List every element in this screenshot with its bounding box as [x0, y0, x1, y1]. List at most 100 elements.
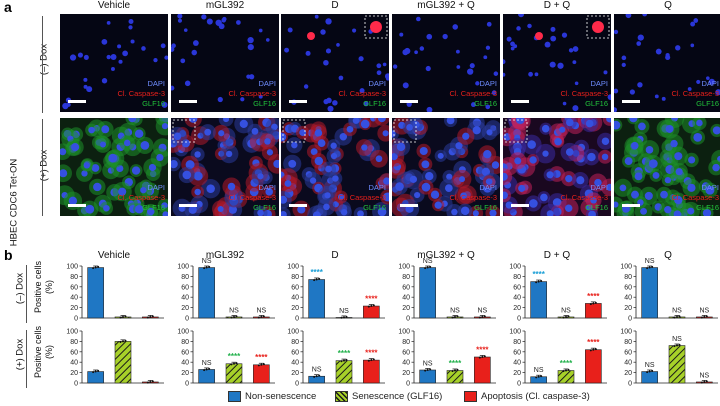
stain-label: GLF16 [253, 203, 276, 212]
data-point [124, 315, 127, 318]
condition-header-mgl392: mGL392 [205, 0, 245, 11]
data-point [537, 280, 540, 283]
y-tick-label: 80 [291, 339, 299, 346]
significance-label: NS [645, 362, 655, 369]
legend-label: Non-senescence [245, 391, 317, 402]
stain-label: DAPI [368, 79, 386, 88]
data-point [703, 380, 706, 383]
data-point [429, 265, 432, 268]
y-tick-label: 20 [624, 305, 632, 312]
y-tick-label: 40 [70, 295, 78, 302]
stain-label: Cl. Caspase-3 [449, 89, 497, 98]
stain-label: Cl. Caspase-3 [338, 193, 386, 202]
legend-senescence: Senescence (GLF16) [335, 391, 442, 402]
micrograph-plus-dox-5: DAPI Cl. Caspase-3 GLF16 [614, 118, 720, 216]
y-tick-label: 60 [513, 349, 521, 356]
y-tick-label: 0 [74, 316, 78, 323]
data-point [589, 303, 592, 306]
y-tick-label: 80 [70, 339, 78, 346]
data-point [235, 315, 238, 318]
data-point [562, 316, 565, 319]
data-point [92, 267, 95, 270]
data-point [262, 315, 265, 318]
y-tick-label: 60 [70, 349, 78, 356]
data-point [426, 266, 429, 269]
data-point [313, 375, 316, 378]
data-point [700, 316, 703, 319]
data-point [592, 302, 595, 305]
data-point [92, 371, 95, 374]
data-point [567, 315, 570, 318]
scale-bar [68, 100, 86, 103]
micrograph-minus-dox-1: DAPI Cl. Caspase-3 GLF16 [171, 14, 279, 112]
data-point [594, 348, 597, 351]
data-point [97, 369, 100, 372]
data-point [315, 375, 318, 378]
data-point [345, 315, 348, 318]
y-tick-label: 20 [513, 305, 521, 312]
stain-label: Cl. Caspase-3 [671, 89, 719, 98]
data-point [318, 277, 321, 280]
data-point [426, 369, 429, 371]
condition-header-d: D [331, 0, 339, 11]
data-point [678, 315, 681, 318]
stain-label: DAPI [147, 79, 165, 88]
data-point [230, 363, 233, 366]
stain-label: GLF16 [474, 203, 497, 212]
significance-label: **** [338, 349, 351, 358]
chart-header-mgl392: mGL392 [205, 250, 245, 261]
micrograph-minus-dox-5: DAPI Cl. Caspase-3 GLF16 [614, 14, 720, 112]
y-tick-label: 100 [177, 329, 189, 336]
significance-label: NS [423, 258, 433, 265]
bar [253, 364, 270, 384]
y-tick-label: 40 [624, 295, 632, 302]
y-tick-label: 100 [287, 329, 299, 336]
stain-label: GLF16 [142, 99, 165, 108]
panel-label-a: a [4, 0, 12, 15]
legend-swatch-blue [228, 391, 241, 402]
significance-label: **** [532, 270, 545, 279]
y-tick-label: 60 [291, 284, 299, 291]
data-point [122, 340, 124, 343]
y-tick-label: 40 [513, 295, 521, 302]
y-tick-label: 0 [517, 316, 521, 323]
y-tick-label: 20 [624, 370, 632, 377]
data-point [119, 341, 122, 344]
data-point [233, 362, 235, 365]
bar [557, 370, 575, 384]
significance-label: **** [476, 345, 489, 354]
y-tick-label: 0 [628, 316, 632, 323]
bar [198, 267, 215, 319]
data-point [678, 343, 681, 346]
data-point [648, 266, 651, 269]
y-tick-label: 100 [509, 329, 521, 336]
micrograph-plus-dox-2: DAPI Cl. Caspase-3 GLF16 [281, 118, 389, 216]
data-point [146, 381, 149, 384]
data-point [146, 316, 149, 319]
data-point [318, 374, 321, 377]
data-point [481, 356, 484, 358]
y-tick-label: 0 [406, 381, 410, 388]
legend-label: Senescence (GLF16) [352, 391, 443, 402]
bar [308, 279, 325, 319]
significance-label: **** [310, 268, 323, 277]
y-tick-label: 60 [402, 349, 410, 356]
stain-label: GLF16 [585, 99, 608, 108]
micrograph-plus-dox-1: DAPI Cl. Caspase-3 GLF16 [171, 118, 279, 216]
y-tick-label: 40 [181, 360, 189, 367]
y-tick-label: 60 [291, 349, 299, 356]
y-tick-label: 20 [181, 370, 189, 377]
data-point [340, 316, 343, 319]
legend-swatch-red [464, 391, 477, 402]
micrograph-minus-dox-2: DAPI Cl. Caspase-3 GLF16 [281, 14, 389, 112]
stain-label: Cl. Caspase-3 [338, 89, 386, 98]
stain-label: DAPI [479, 183, 497, 192]
y-tick-label: 40 [513, 360, 521, 367]
y-tick-label: 0 [74, 381, 78, 388]
data-point [257, 316, 260, 319]
y-tick-label: 60 [181, 284, 189, 291]
stain-label: Cl. Caspase-3 [560, 193, 608, 202]
data-point [676, 315, 678, 318]
y-tick-label: 100 [66, 264, 78, 271]
